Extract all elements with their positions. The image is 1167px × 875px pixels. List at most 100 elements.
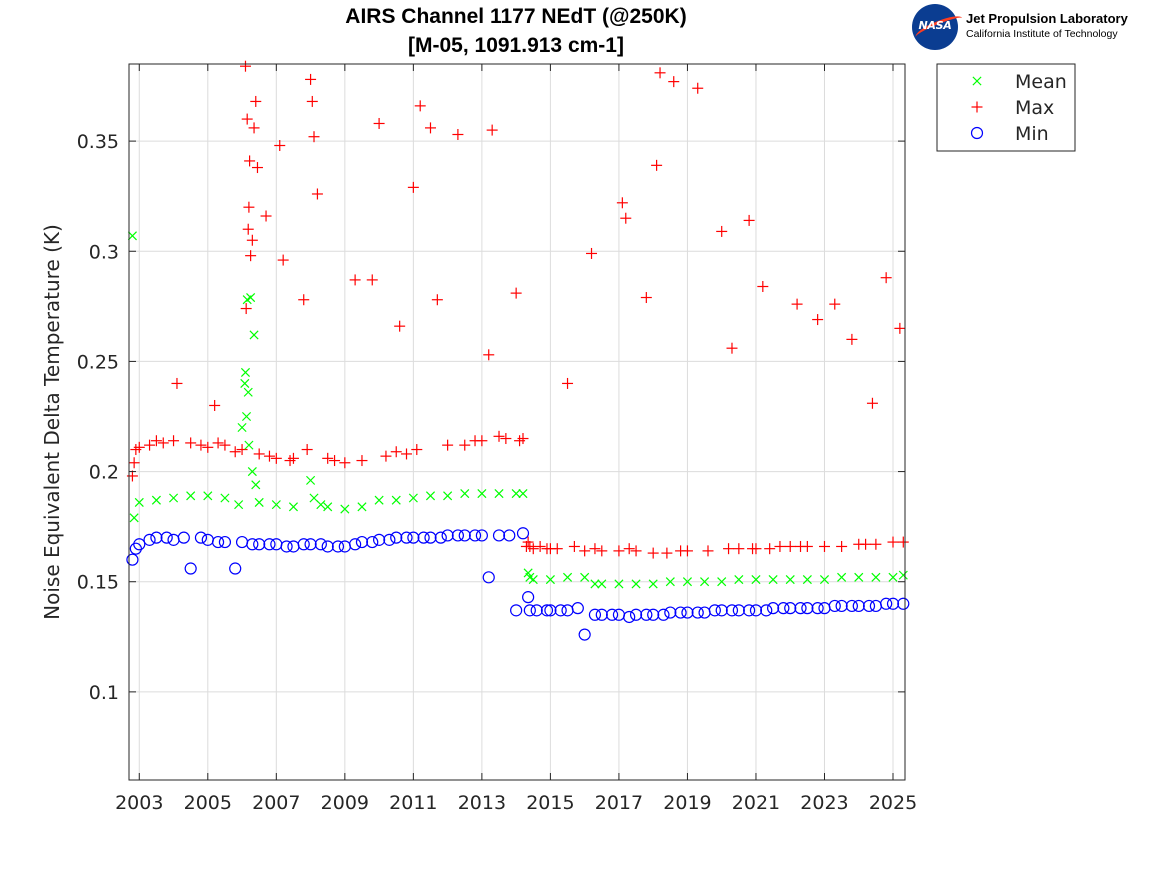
data-point-mean (819, 574, 830, 585)
data-point-max (500, 433, 512, 445)
marker-stroke (234, 500, 244, 510)
data-point-max (681, 545, 693, 557)
data-point-min (475, 529, 488, 542)
chart-subtitle: [M-05, 1091.913 cm-1] (408, 34, 624, 57)
data-point-min (218, 535, 232, 549)
data-point-min (852, 599, 865, 613)
data-point-min (835, 599, 848, 613)
data-point-mean (340, 504, 350, 514)
data-point-mean (288, 502, 298, 512)
marker-stroke (271, 500, 281, 510)
marker-stroke (244, 440, 254, 450)
data-point-max (263, 450, 275, 462)
data-point-max (168, 435, 180, 447)
axis-ticks: 2003 2005 2007 2009 2011 2013 2015 2017 2019 2021… (77, 64, 917, 814)
data-point-mean (129, 513, 139, 523)
data-point-min (629, 608, 643, 621)
marker-stroke (237, 422, 247, 433)
data-point-mean (186, 491, 196, 501)
data-point-min (417, 531, 430, 544)
marker-stroke (288, 502, 298, 512)
data-point-max (298, 294, 310, 306)
data-point-max (517, 433, 529, 445)
data-point-max (801, 540, 813, 552)
data-point-max (128, 457, 140, 469)
marker-stroke (309, 493, 319, 503)
data-point-min (458, 529, 471, 542)
data-point-max (527, 543, 539, 555)
y-axis-label: Noise Equivalent Delta Temperature (K) (40, 224, 64, 620)
data-point-max (870, 538, 882, 550)
data-point-max (733, 543, 745, 555)
data-point-min (263, 538, 276, 551)
data-point-min (177, 531, 190, 544)
data-point-max (860, 538, 872, 550)
data-point-max (616, 197, 628, 209)
data-point-max (723, 543, 735, 555)
data-point-max (750, 543, 762, 555)
marker-stroke (443, 491, 453, 501)
jpl-subtitle: California Institute of Technology (966, 28, 1118, 40)
data-point-max (654, 67, 666, 79)
data-point-max (897, 536, 909, 548)
data-point-mean (241, 411, 252, 422)
marker-stroke (251, 480, 261, 490)
data-point-max (887, 536, 899, 548)
nasa-badge-text: NASA (918, 19, 952, 32)
data-point-min (287, 540, 300, 553)
data-point-mean (316, 500, 326, 510)
data-point-max (308, 131, 320, 143)
data-point-max (620, 212, 632, 224)
legend-entry-min: Min (970, 123, 1049, 145)
data-point-min (862, 599, 876, 613)
marker-stroke (477, 489, 487, 499)
data-point-mean (590, 579, 600, 589)
data-point-min (522, 591, 535, 604)
data-point-max (894, 322, 906, 334)
marker-stroke (241, 411, 252, 422)
data-point-max (339, 457, 351, 469)
data-point-max (562, 377, 574, 389)
marker-stroke (717, 577, 727, 587)
data-point-min (897, 597, 910, 610)
data-point-max (311, 188, 323, 200)
marker-stroke (494, 489, 504, 499)
data-point-mean (597, 579, 607, 589)
data-point-min (150, 531, 163, 544)
data-point-min (366, 535, 379, 549)
legend-label-max: Max (1015, 97, 1054, 119)
data-point-max (880, 272, 892, 284)
data-point-max (452, 128, 464, 140)
data-point-mean (837, 572, 847, 582)
marker-stroke (460, 489, 470, 499)
data-point-max (613, 545, 625, 557)
data-point-max (726, 342, 738, 354)
marker-stroke (972, 76, 982, 86)
data-point-min (698, 606, 711, 619)
marker-stroke (597, 579, 607, 589)
legend-marker-min (970, 126, 984, 140)
marker-stroke (357, 502, 367, 512)
data-point-max (277, 254, 289, 266)
data-point-max (486, 124, 498, 136)
marker-stroke (525, 572, 535, 582)
data-point-max (846, 333, 858, 345)
data-point-min (544, 604, 557, 617)
data-point-max (743, 214, 755, 226)
series-mean (127, 231, 908, 589)
data-point-min (383, 533, 396, 546)
data-point-max (640, 292, 652, 304)
marker-stroke (186, 491, 196, 501)
data-point-min (129, 542, 142, 555)
data-point-mean (888, 572, 898, 582)
data-point-max (239, 60, 251, 72)
data-point-min (194, 531, 208, 544)
marker-stroke (665, 577, 675, 587)
data-point-mean (871, 572, 881, 582)
x-tick-label: 2017 (595, 792, 643, 814)
data-point-max (150, 435, 162, 447)
data-point-mean (802, 574, 812, 585)
data-point-mean (391, 495, 401, 505)
data-point-mean (234, 500, 244, 510)
data-point-min (801, 602, 814, 615)
